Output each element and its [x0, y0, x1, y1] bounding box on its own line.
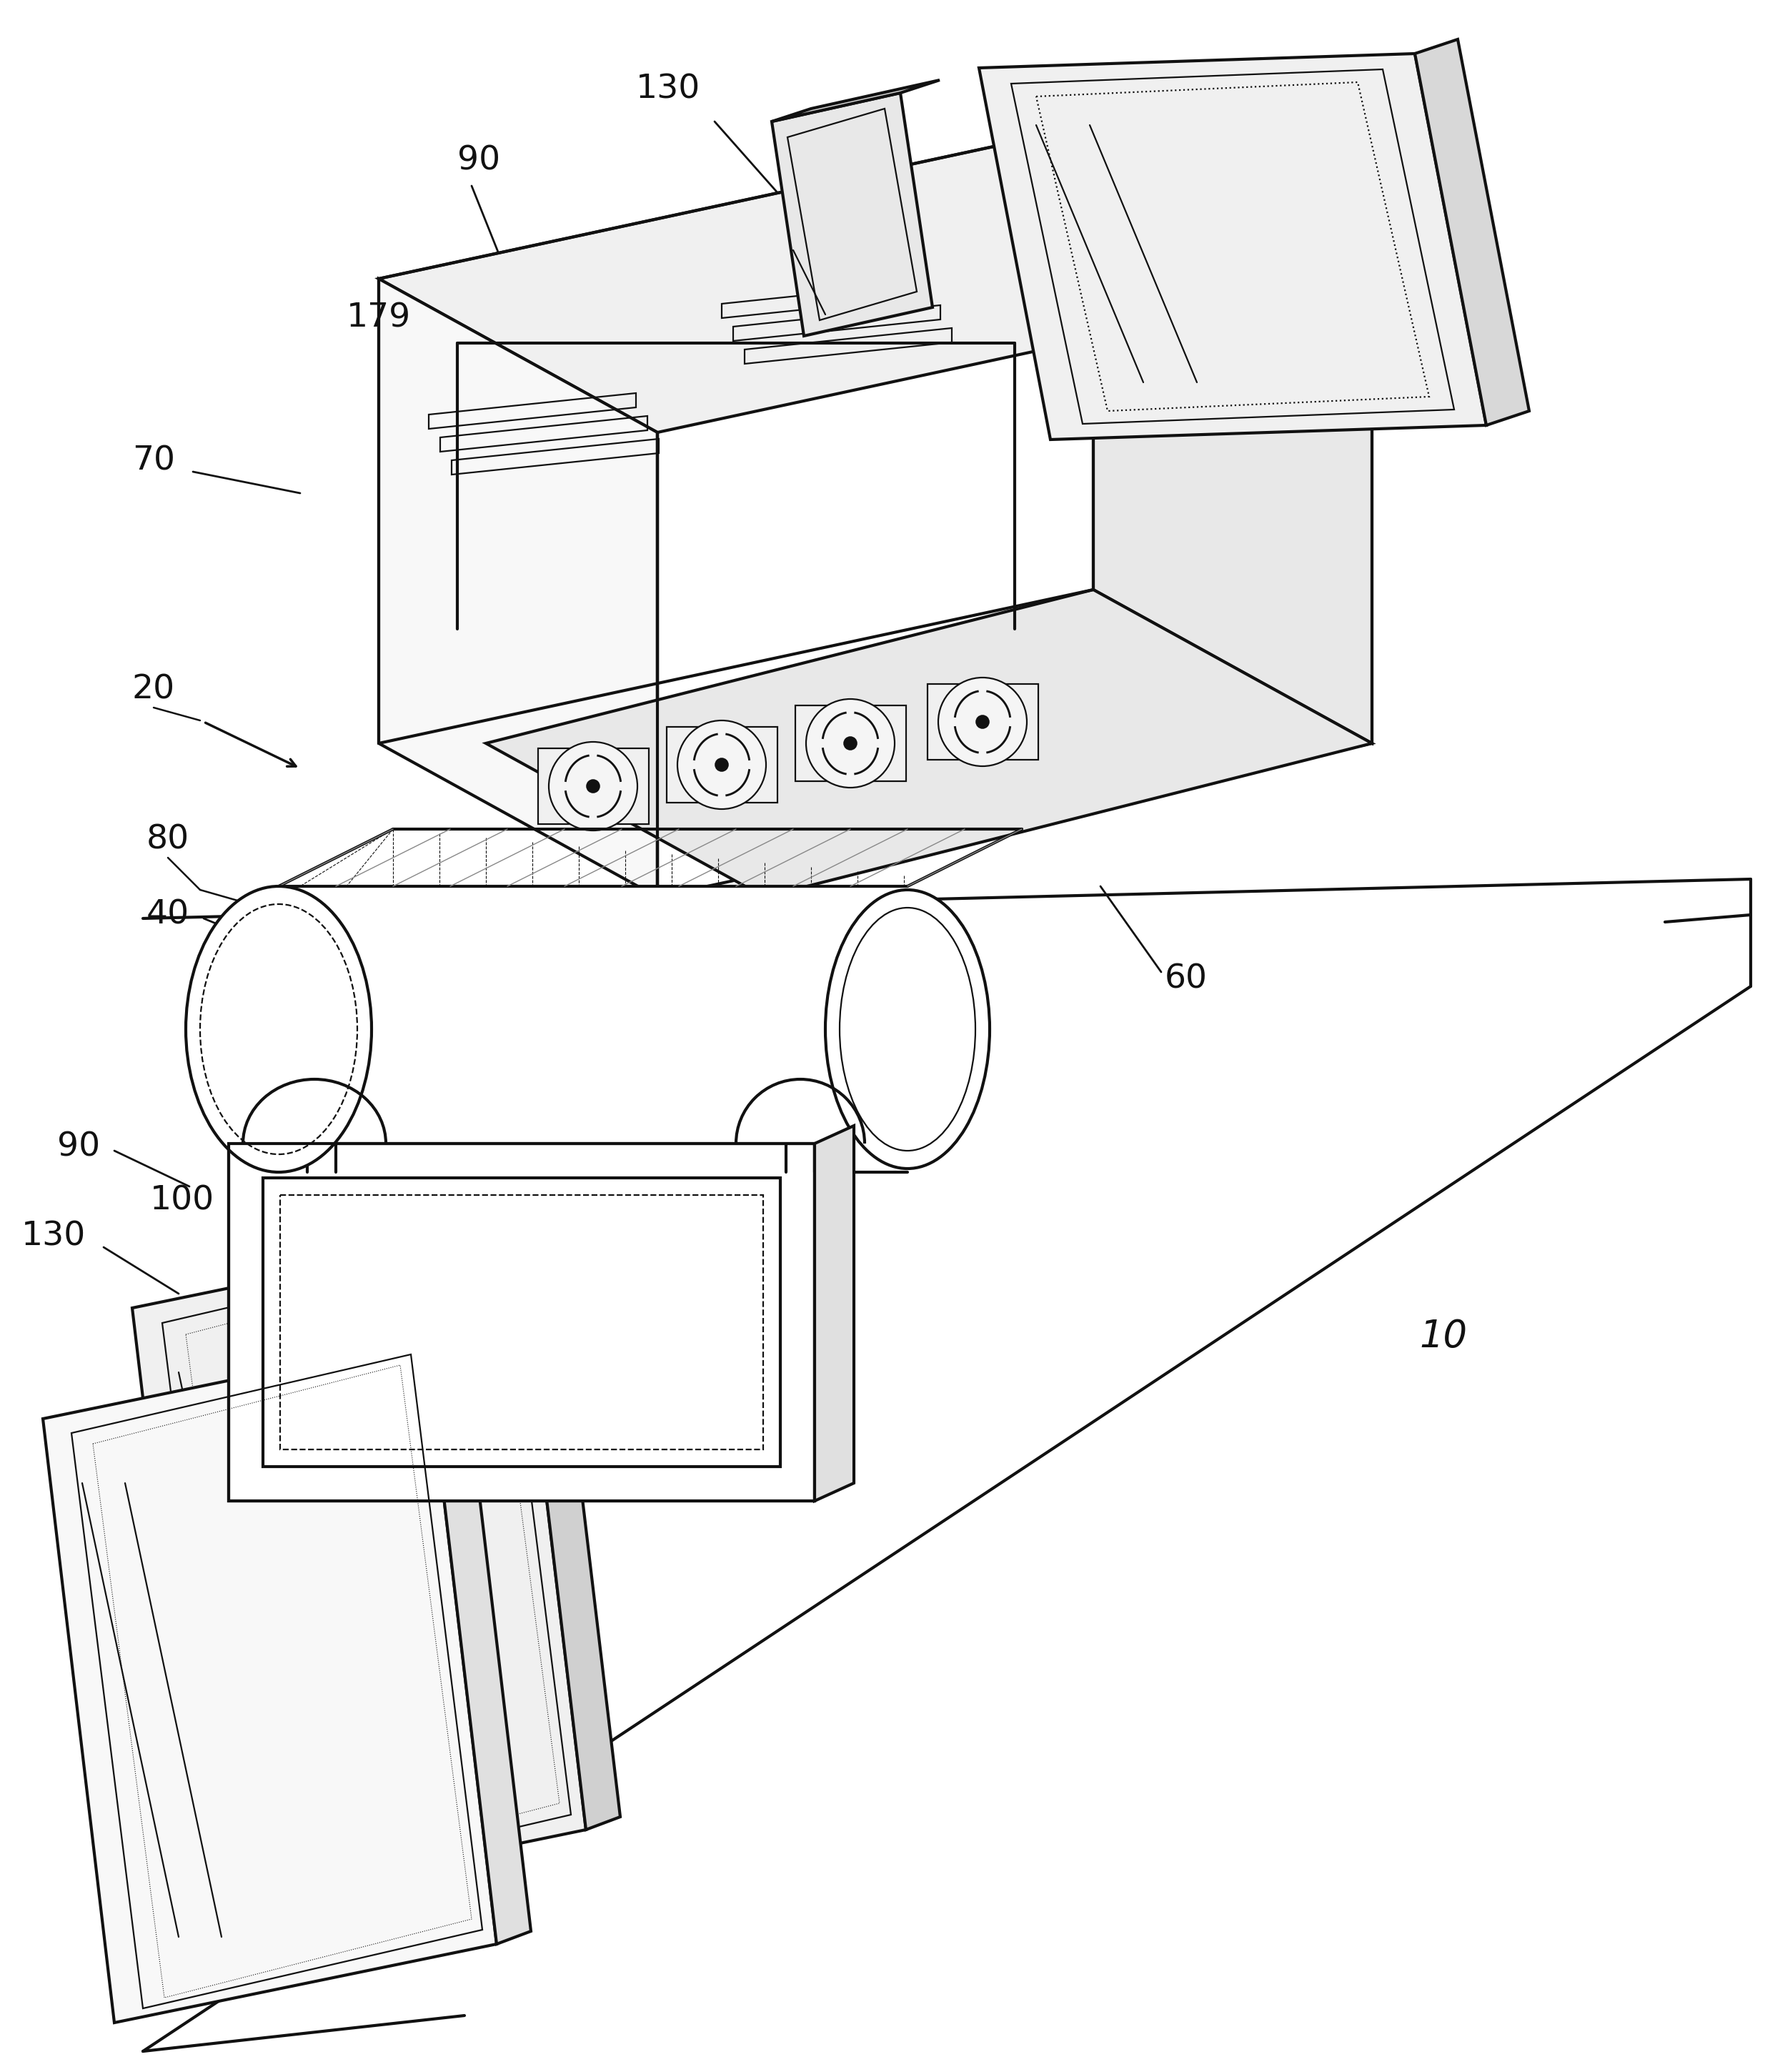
Polygon shape: [131, 1229, 586, 1908]
Text: 130: 130: [21, 1220, 85, 1254]
Text: 90: 90: [57, 1131, 99, 1162]
Ellipse shape: [825, 889, 990, 1169]
Polygon shape: [927, 684, 1038, 760]
Ellipse shape: [678, 721, 767, 808]
Polygon shape: [515, 1216, 619, 1830]
Polygon shape: [426, 1328, 531, 1944]
Polygon shape: [815, 1125, 854, 1500]
Polygon shape: [229, 1144, 815, 1500]
Polygon shape: [1415, 39, 1530, 425]
Polygon shape: [666, 727, 777, 802]
Text: 40: 40: [147, 899, 190, 930]
Polygon shape: [980, 54, 1486, 439]
Text: 45: 45: [779, 1088, 822, 1121]
Polygon shape: [772, 93, 932, 336]
Ellipse shape: [806, 698, 895, 787]
Polygon shape: [43, 1341, 497, 2022]
Text: 100: 100: [151, 1185, 215, 1216]
Polygon shape: [1093, 124, 1372, 744]
Polygon shape: [378, 124, 1372, 433]
Polygon shape: [772, 81, 939, 122]
Polygon shape: [538, 748, 648, 825]
Text: 70: 70: [131, 445, 176, 477]
Ellipse shape: [186, 887, 371, 1173]
Text: 140: 140: [722, 1171, 786, 1202]
Polygon shape: [378, 280, 657, 897]
Ellipse shape: [588, 779, 600, 792]
Text: 20: 20: [131, 673, 176, 707]
Text: 90: 90: [458, 145, 501, 176]
Text: 10: 10: [1420, 1318, 1468, 1355]
Polygon shape: [795, 707, 905, 781]
Ellipse shape: [548, 742, 637, 831]
Text: 80: 80: [147, 825, 190, 856]
Polygon shape: [279, 887, 907, 1173]
Ellipse shape: [939, 678, 1028, 767]
Text: 179: 179: [346, 303, 412, 334]
Ellipse shape: [976, 715, 989, 727]
Text: 60: 60: [1164, 963, 1207, 995]
Text: 130: 130: [635, 73, 701, 106]
Polygon shape: [486, 591, 1372, 897]
Ellipse shape: [715, 758, 728, 771]
Ellipse shape: [845, 738, 857, 750]
